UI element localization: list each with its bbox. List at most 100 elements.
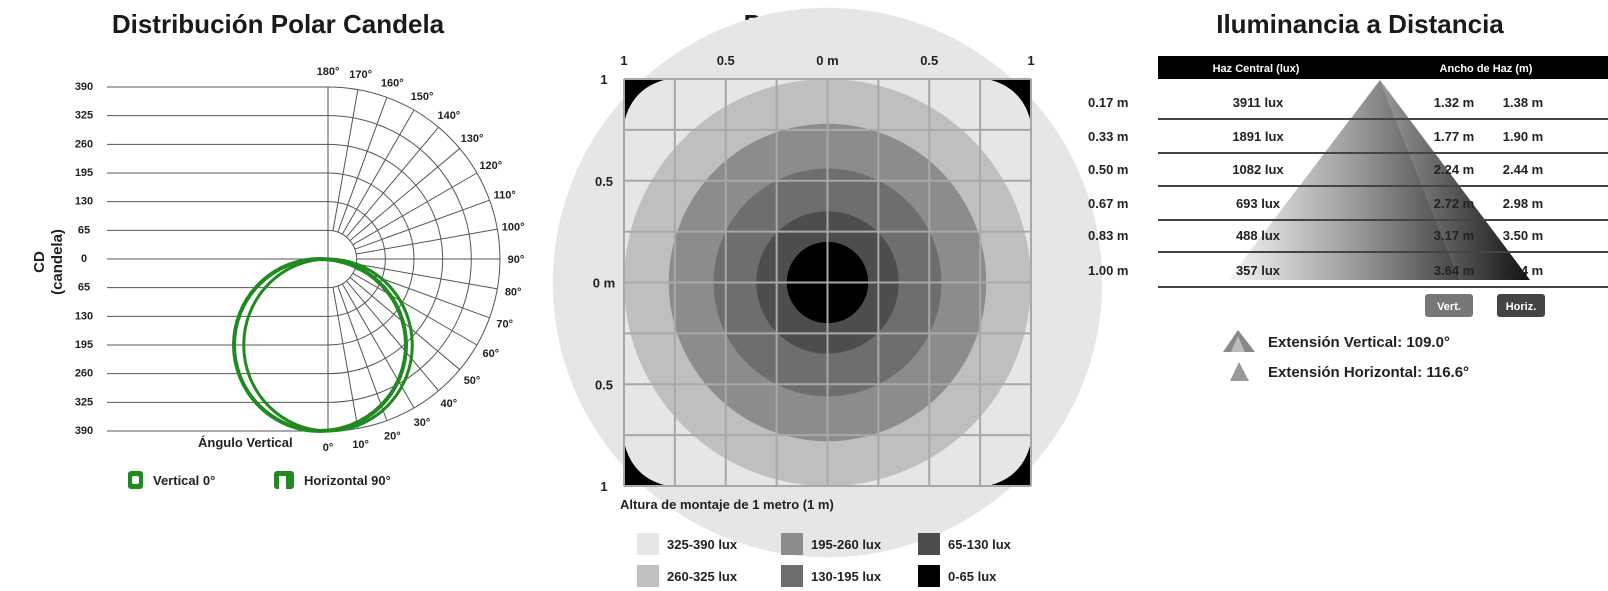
polar-spoke — [346, 280, 439, 392]
polar-spoke — [332, 287, 359, 429]
polar-spoke — [337, 285, 388, 421]
polar-angle-label: 80° — [505, 287, 522, 299]
polar-ylabel: CD (candela) — [31, 229, 66, 295]
row-vert-width: 2.24 m — [1434, 162, 1474, 177]
row-lux: 357 lux — [1236, 263, 1281, 278]
polar-spoke — [332, 89, 359, 231]
polar-angle-label: 100° — [502, 221, 525, 233]
isolux-legend-label: 0-65 lux — [948, 569, 997, 584]
polar-angle-labels: 180° 170° 160° 150°140°130° 120° 110° 100° 90° 8… — [317, 66, 525, 454]
polar-radial-tick: 195 — [75, 339, 93, 351]
row-vert-width: 2.72 m — [1434, 196, 1474, 211]
isolux-plot — [552, 7, 1103, 558]
isolux-top-tick: 1 — [1027, 53, 1034, 68]
row-vert-width: 3.17 m — [1434, 228, 1474, 243]
row-distance: 0.17 m — [1088, 95, 1128, 110]
isolux-xlabel: Altura de montaje de 1 metro (1 m) — [620, 497, 834, 512]
isolux-legend-label: 260-325 lux — [667, 569, 738, 584]
polar-spoke — [354, 199, 490, 250]
polar-radial-ticks: 390 325 260 195 130 65 0 65 130 195 260 325 390 — [75, 81, 93, 437]
polar-spoke — [349, 148, 461, 241]
row-horiz-width: 4.14 m — [1503, 263, 1543, 278]
polar-angle-label: 40° — [441, 398, 458, 410]
polar-angle-label: 50° — [464, 375, 481, 387]
row-lux: 1891 lux — [1232, 129, 1284, 144]
row-horiz-width: 1.38 m — [1503, 95, 1543, 110]
isolux-legend-swatch — [781, 533, 803, 555]
row-distance: 0.50 m — [1088, 162, 1128, 177]
polar-angle-label: 10° — [352, 439, 369, 451]
spread-vertical: Extensión Vertical: 109.0° — [1223, 330, 1450, 352]
row-horiz-width: 2.98 m — [1503, 196, 1543, 211]
row-lux: 3911 lux — [1233, 95, 1284, 110]
isolux-top-tick: 0.5 — [717, 53, 735, 68]
polar-spoke — [354, 268, 490, 319]
isolux-left-tick: 0 m — [593, 276, 615, 291]
spread-horizontal-label: Extensión Horizontal: 116.6° — [1268, 364, 1469, 381]
isolux-legend-swatch — [781, 565, 803, 587]
isolux-legend-label: 130-195 lux — [811, 569, 882, 584]
beam-cone-horizontal — [1380, 80, 1530, 280]
isolux-legend-label: 325-390 lux — [667, 537, 738, 552]
polar-angle-label: 160° — [381, 77, 404, 89]
distance-title: Iluminancia a Distancia — [1216, 9, 1504, 39]
polar-angle-label: 120° — [479, 160, 502, 172]
polar-radial-tick: 0 — [81, 253, 87, 265]
horiz-button-bg[interactable] — [1497, 294, 1545, 317]
polar-radial-tick: 260 — [75, 368, 93, 380]
polar-angle-label: 130° — [461, 133, 484, 145]
narrow-beam-icon — [1230, 362, 1249, 381]
row-lux: 1082 lux — [1232, 162, 1284, 177]
isolux-left-tick: 0.5 — [595, 377, 613, 392]
isolux-corner — [987, 442, 1031, 486]
distance-panel: Iluminancia a Distancia Haz Central (lux… — [1088, 9, 1608, 381]
row-vert-width: 1.77 m — [1434, 129, 1474, 144]
vert-button-bg[interactable] — [1425, 294, 1473, 317]
polar-spoke — [356, 228, 498, 255]
polar-radial-tick: 390 — [75, 81, 93, 93]
polar-spoke — [356, 263, 498, 290]
polar-xlabel: Ángulo Vertical — [198, 435, 293, 450]
polar-radial-tick: 65 — [78, 282, 90, 294]
row-vert-width: 3.64 m — [1434, 263, 1474, 278]
polar-angle-label: 20° — [384, 431, 401, 443]
beam-cone-vertical — [1228, 80, 1460, 280]
horiz-button[interactable]: Horiz. — [1497, 294, 1545, 317]
legend-horizontal-icon-inner — [279, 476, 286, 489]
polar-radial-tick: 130 — [75, 196, 93, 208]
vert-button-label[interactable]: Vert. — [1437, 301, 1461, 313]
wide-beam-icon-inner — [1231, 336, 1245, 352]
polar-spoke — [352, 172, 478, 246]
table-header-lux: Haz Central (lux) — [1213, 63, 1300, 75]
polar-legend: Vertical 0° Horizontal 90° — [128, 471, 391, 489]
polar-title: Distribución Polar Candela — [112, 9, 445, 39]
distance-table: 0.17 m 3911 lux 1.32 m 1.38 m 0.33 m 1891 lux… — [1088, 95, 1608, 288]
polar-radial-tick: 325 — [75, 396, 93, 408]
polar-angle-label: 0° — [323, 442, 334, 454]
row-distance: 0.33 m — [1088, 129, 1128, 144]
polar-angle-label: 150° — [411, 91, 434, 103]
row-distance: 0.83 m — [1088, 228, 1128, 243]
polar-radial-tick: 260 — [75, 138, 93, 150]
isolux-legend-swatch — [637, 533, 659, 555]
row-vert-width: 1.32 m — [1434, 95, 1474, 110]
row-lux: 693 lux — [1236, 196, 1281, 211]
row-horiz-width: 1.90 m — [1503, 129, 1543, 144]
polar-ring — [327, 229, 358, 289]
polar-spoke — [341, 109, 415, 235]
polar-radial-tick: 390 — [75, 425, 93, 437]
polar-angle-label: 60° — [482, 348, 499, 360]
polar-radial-tick: 195 — [75, 167, 93, 179]
isolux-top-tick: 0.5 — [920, 53, 938, 68]
horiz-button-label[interactable]: Horiz. — [1506, 301, 1537, 313]
vert-button[interactable]: Vert. — [1425, 294, 1473, 317]
isolux-panel: Patrón Isolux 10.50 m0.51 10.50 m0.51 Al… — [552, 7, 1103, 587]
row-horiz-width: 3.50 m — [1503, 228, 1543, 243]
spread-vertical-label: Extensión Vertical: 109.0° — [1268, 334, 1450, 351]
table-header-width: Ancho de Haz (m) — [1440, 63, 1533, 75]
isolux-corner — [624, 442, 668, 486]
polar-angle-label: 90° — [508, 254, 525, 266]
polar-radial-tick: 65 — [78, 224, 90, 236]
polar-angle-label: 110° — [494, 190, 516, 202]
